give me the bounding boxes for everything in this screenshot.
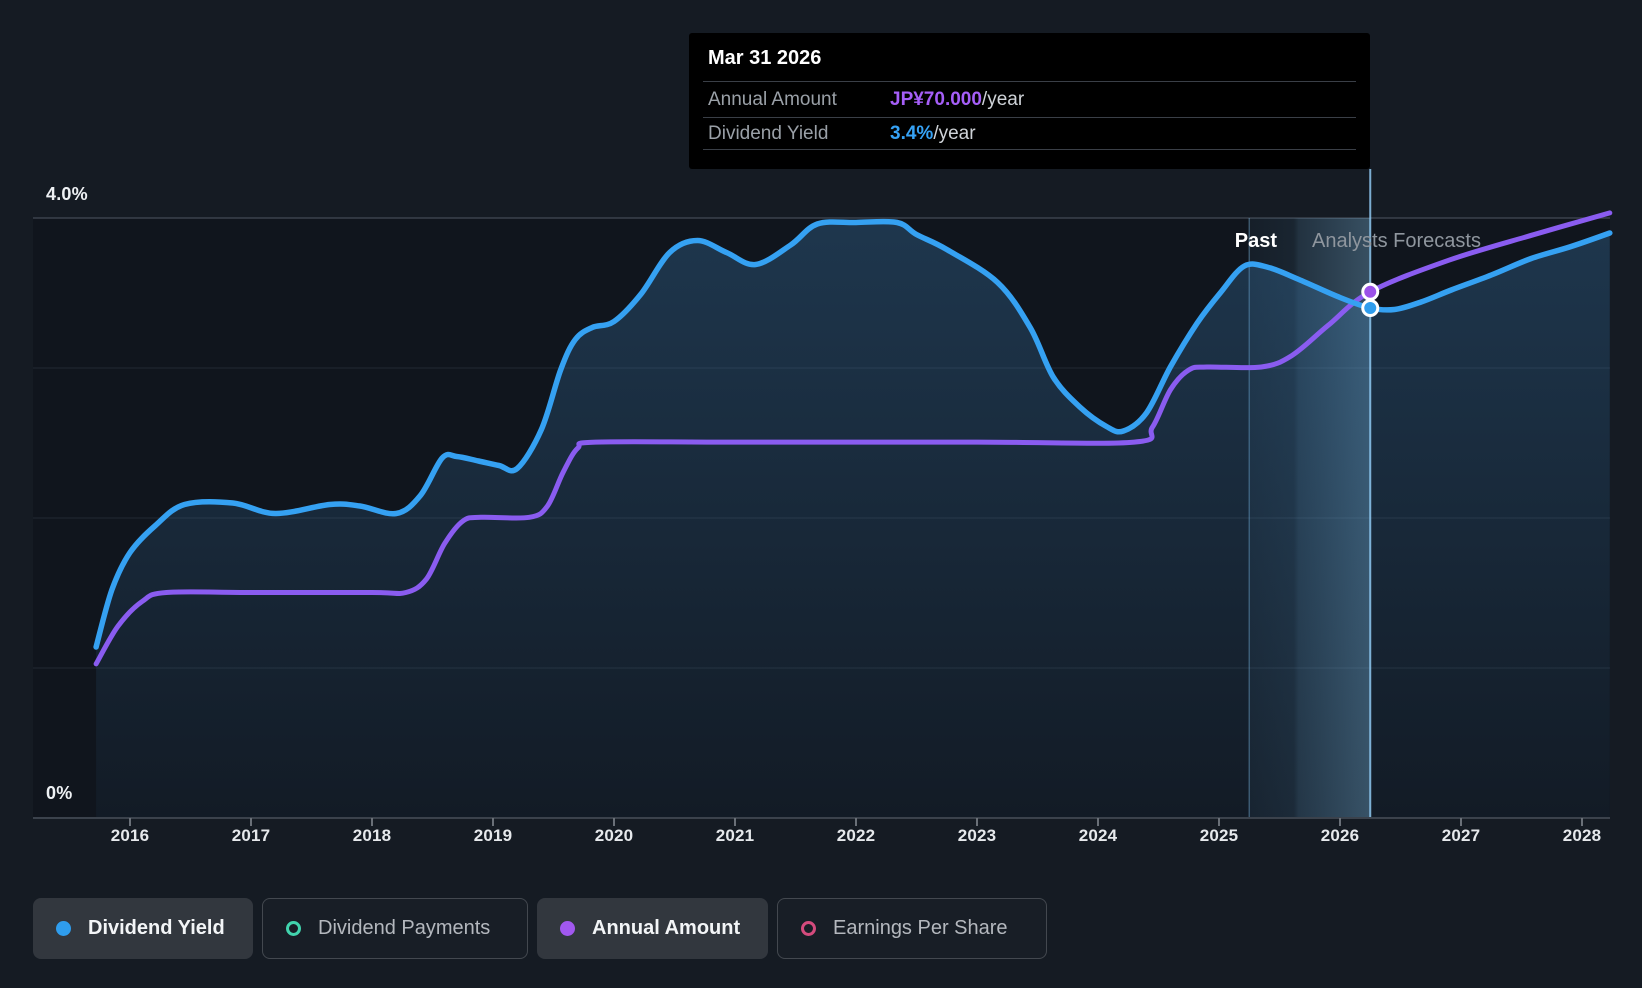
analysts-forecasts-label: Analysts Forecasts	[1312, 230, 1481, 252]
tooltip-row-annual-amount: Annual Amount JP¥70.000 /year	[689, 82, 1370, 117]
legend-label: Annual Amount	[592, 917, 741, 939]
annual-amount-line	[93, 210, 1613, 667]
tooltip-row-dividend-yield: Dividend Yield 3.4% /year	[689, 118, 1370, 149]
x-tick-label: 2016	[110, 826, 150, 845]
hover-tooltip: Mar 31 2026 Annual Amount JP¥70.000 /yea…	[689, 33, 1370, 169]
hover-marker-dot	[1361, 299, 1380, 317]
annual-amount-dot-icon	[560, 921, 575, 936]
legend-chip-earnings-per-share[interactable]: Earnings Per Share	[777, 898, 1047, 959]
tooltip-divider	[703, 149, 1356, 150]
tooltip-label: Dividend Yield	[708, 122, 829, 144]
x-tick-label: 2021	[715, 826, 755, 845]
tooltip-value-suffix: /year	[933, 122, 976, 144]
x-tick-label: 2022	[836, 826, 876, 845]
past-label: Past	[1234, 230, 1277, 252]
dividend-yield-line	[93, 218, 1613, 650]
tooltip-divider	[703, 81, 1356, 82]
y-axis-label-bottom: 0%	[46, 783, 73, 803]
x-tick-label: 2019	[473, 826, 513, 845]
legend-label: Dividend Payments	[318, 917, 491, 939]
x-tick-label: 2027	[1441, 826, 1481, 845]
dividend-yield-dot-icon	[56, 921, 71, 936]
legend-label: Dividend Yield	[88, 917, 225, 939]
x-tick-label: 2017	[231, 826, 271, 845]
x-tick-label: 2020	[594, 826, 634, 845]
tooltip-divider	[703, 117, 1356, 118]
tooltip-value: JP¥70.000	[890, 88, 982, 110]
tooltip-label: Annual Amount	[708, 88, 837, 110]
legend-chip-dividend-yield[interactable]: Dividend Yield	[33, 898, 253, 959]
tooltip-value-suffix: /year	[981, 88, 1025, 110]
x-tick-label: 2028	[1562, 826, 1602, 845]
hover-point-markers	[1361, 282, 1380, 317]
dividend-payments-ring-icon	[286, 921, 301, 936]
x-tick-label: 2026	[1320, 826, 1360, 845]
x-tick-label: 2024	[1078, 826, 1118, 845]
hover-marker-dot	[1361, 282, 1380, 301]
legend-chip-annual-amount[interactable]: Annual Amount	[537, 898, 768, 959]
tooltip-date: Mar 31 2026	[708, 47, 822, 69]
y-axis-label-top: 4.0%	[46, 184, 88, 204]
x-axis-ticks	[129, 818, 1583, 826]
x-tick-label: 2018	[352, 826, 392, 845]
tooltip-value: 3.4%	[890, 122, 934, 144]
earnings-per-share-ring-icon	[801, 921, 816, 936]
x-tick-label: 2025	[1199, 826, 1239, 845]
legend-chip-dividend-payments[interactable]: Dividend Payments	[262, 898, 528, 959]
legend-label: Earnings Per Share	[833, 917, 1008, 939]
x-tick-label: 2023	[957, 826, 997, 845]
dividend-yield-area	[96, 221, 1610, 819]
